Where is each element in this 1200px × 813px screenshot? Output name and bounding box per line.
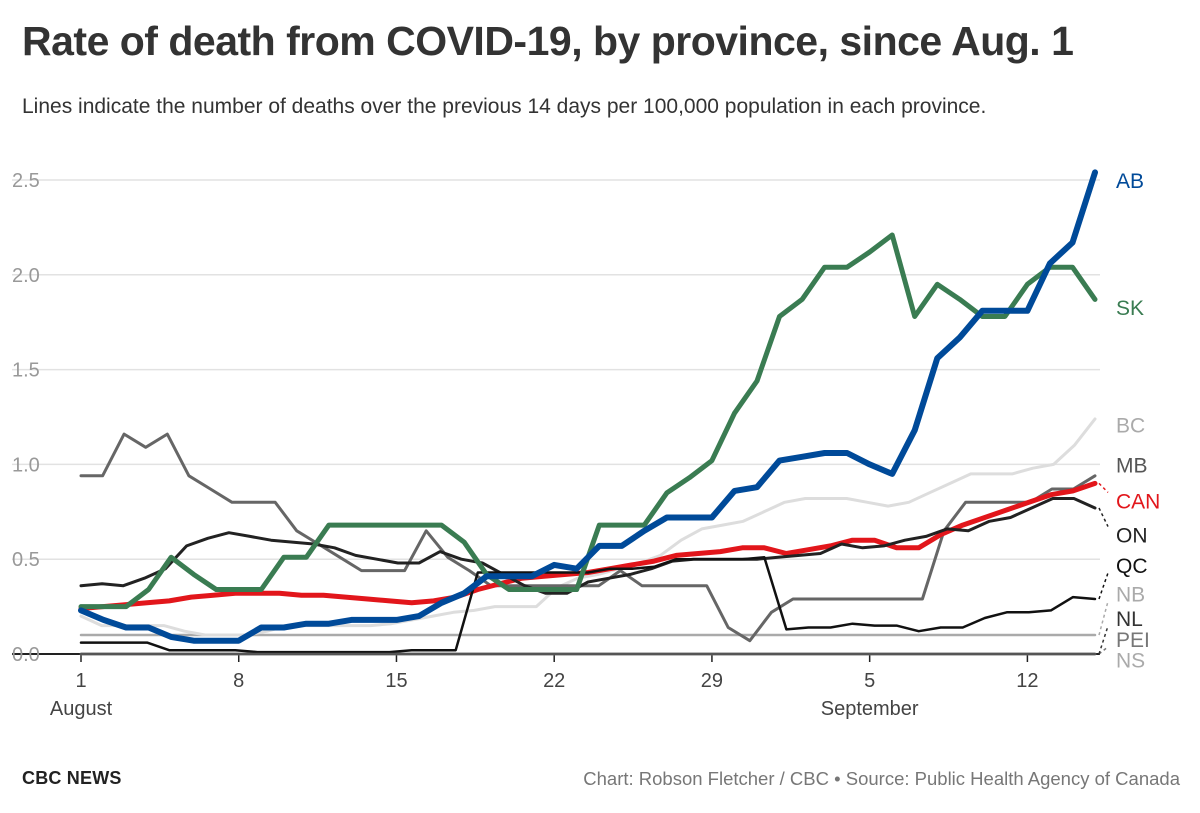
x-tick-label: 5 (864, 670, 875, 692)
series-line-on (79, 497, 1097, 595)
x-tick-label: 8 (233, 670, 244, 692)
label-leader (1098, 572, 1109, 600)
series-label-on: ON (1116, 525, 1148, 548)
y-tick-label: 2.0 (12, 265, 40, 287)
credit-separator: • (834, 768, 841, 789)
y-tick-label: 0.0 (12, 644, 40, 666)
x-tick-label: 12 (1016, 670, 1038, 692)
series-label-ns: NS (1116, 650, 1145, 673)
chart-title: Rate of death from COVID-19, by province… (22, 18, 1074, 64)
series-label-qc: QC (1116, 555, 1148, 578)
series-line-qc (79, 556, 1097, 654)
x-tick-label: 15 (385, 670, 407, 692)
y-tick-label: 0.5 (12, 549, 40, 571)
series-label-nl: NL (1116, 608, 1143, 631)
line-chart: 0.0 0.5 1.0 1.5 2.0 2.5 1 August 8 15 22 29 5 Septemb… (12, 169, 1160, 720)
label-leader (1098, 507, 1109, 527)
cbc-news-logo: CBC NEWS (22, 768, 122, 788)
series-label-ab: AB (1116, 170, 1144, 193)
series-label-nb: NB (1116, 583, 1145, 606)
y-tick-label: 1.5 (12, 360, 40, 382)
series-lines (78, 169, 1098, 656)
label-leader (1098, 646, 1109, 655)
series-label-can: CAN (1116, 490, 1160, 513)
y-tick-label: 2.5 (12, 170, 40, 192)
series-line-bc (79, 417, 1097, 637)
x-tick-label: 22 (543, 670, 565, 692)
series-line-sk (78, 232, 1098, 610)
label-leader (1098, 482, 1109, 493)
y-tick-label: 1.0 (12, 454, 40, 476)
series-label-sk: SK (1116, 297, 1144, 320)
series-label-mb: MB (1116, 454, 1148, 477)
series-line-ab (78, 169, 1098, 644)
data-source: Source: Public Health Agency of Canada (845, 768, 1180, 789)
x-tick-label: 29 (701, 670, 723, 692)
series-label-bc: BC (1116, 415, 1145, 438)
chart-subtitle: Lines indicate the number of deaths over… (22, 95, 987, 118)
axis-ticks: 0.0 0.5 1.0 1.5 2.0 2.5 1 August 8 15 22 29 5 Septemb… (12, 170, 1039, 720)
label-leader (1098, 625, 1109, 655)
gridlines (12, 179, 1100, 655)
x-month-label: August (50, 698, 113, 720)
source-credit: Chart: Robson Fletcher / CBC • Source: P… (583, 768, 1180, 790)
series-line-mb (79, 432, 1097, 643)
series-label-pei: PEI (1116, 629, 1150, 652)
x-tick-label: 1 (75, 670, 86, 692)
chart-credit: Chart: Robson Fletcher / CBC (583, 768, 829, 789)
x-month-label: September (821, 698, 919, 720)
